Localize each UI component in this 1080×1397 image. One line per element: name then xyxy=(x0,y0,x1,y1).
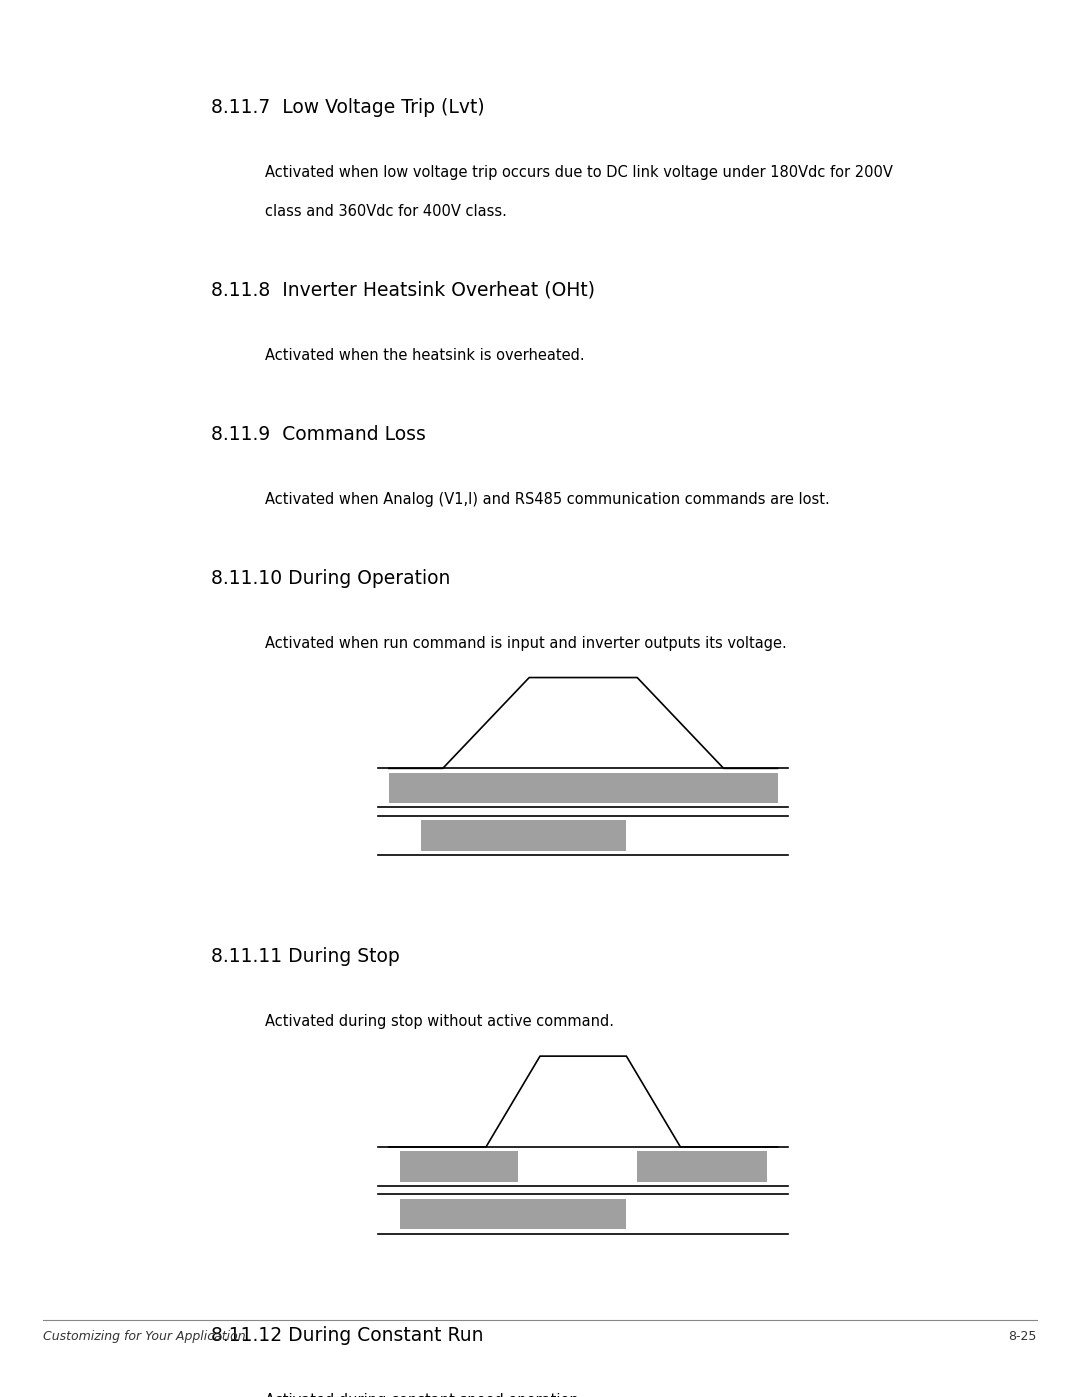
Text: Customizing for Your Application: Customizing for Your Application xyxy=(43,1330,246,1343)
Text: Activated during constant speed operation.: Activated during constant speed operatio… xyxy=(265,1393,583,1397)
Bar xyxy=(421,820,626,851)
Bar xyxy=(389,773,778,803)
Text: Activated when low voltage trip occurs due to DC link voltage under 180Vdc for 2: Activated when low voltage trip occurs d… xyxy=(265,165,892,180)
Text: 8.11.9  Command Loss: 8.11.9 Command Loss xyxy=(211,425,426,444)
Bar xyxy=(400,1199,626,1229)
Text: Activated when the heatsink is overheated.: Activated when the heatsink is overheate… xyxy=(265,348,584,363)
Bar xyxy=(400,1151,518,1182)
Bar xyxy=(637,1151,767,1182)
Text: Activated when run command is input and inverter outputs its voltage.: Activated when run command is input and … xyxy=(265,636,786,651)
Text: 8-25: 8-25 xyxy=(1009,1330,1037,1343)
Text: 8.11.11 During Stop: 8.11.11 During Stop xyxy=(211,947,400,967)
Text: 8.11.7  Low Voltage Trip (Lvt): 8.11.7 Low Voltage Trip (Lvt) xyxy=(211,98,484,117)
Text: 8.11.8  Inverter Heatsink Overheat (OHt): 8.11.8 Inverter Heatsink Overheat (OHt) xyxy=(211,281,595,300)
Text: Activated when Analog (V1,I) and RS485 communication commands are lost.: Activated when Analog (V1,I) and RS485 c… xyxy=(265,492,829,507)
Text: class and 360Vdc for 400V class.: class and 360Vdc for 400V class. xyxy=(265,204,507,219)
Text: 8.11.12 During Constant Run: 8.11.12 During Constant Run xyxy=(211,1326,483,1345)
Text: Activated during stop without active command.: Activated during stop without active com… xyxy=(265,1014,613,1030)
Text: 8.11.10 During Operation: 8.11.10 During Operation xyxy=(211,569,450,588)
